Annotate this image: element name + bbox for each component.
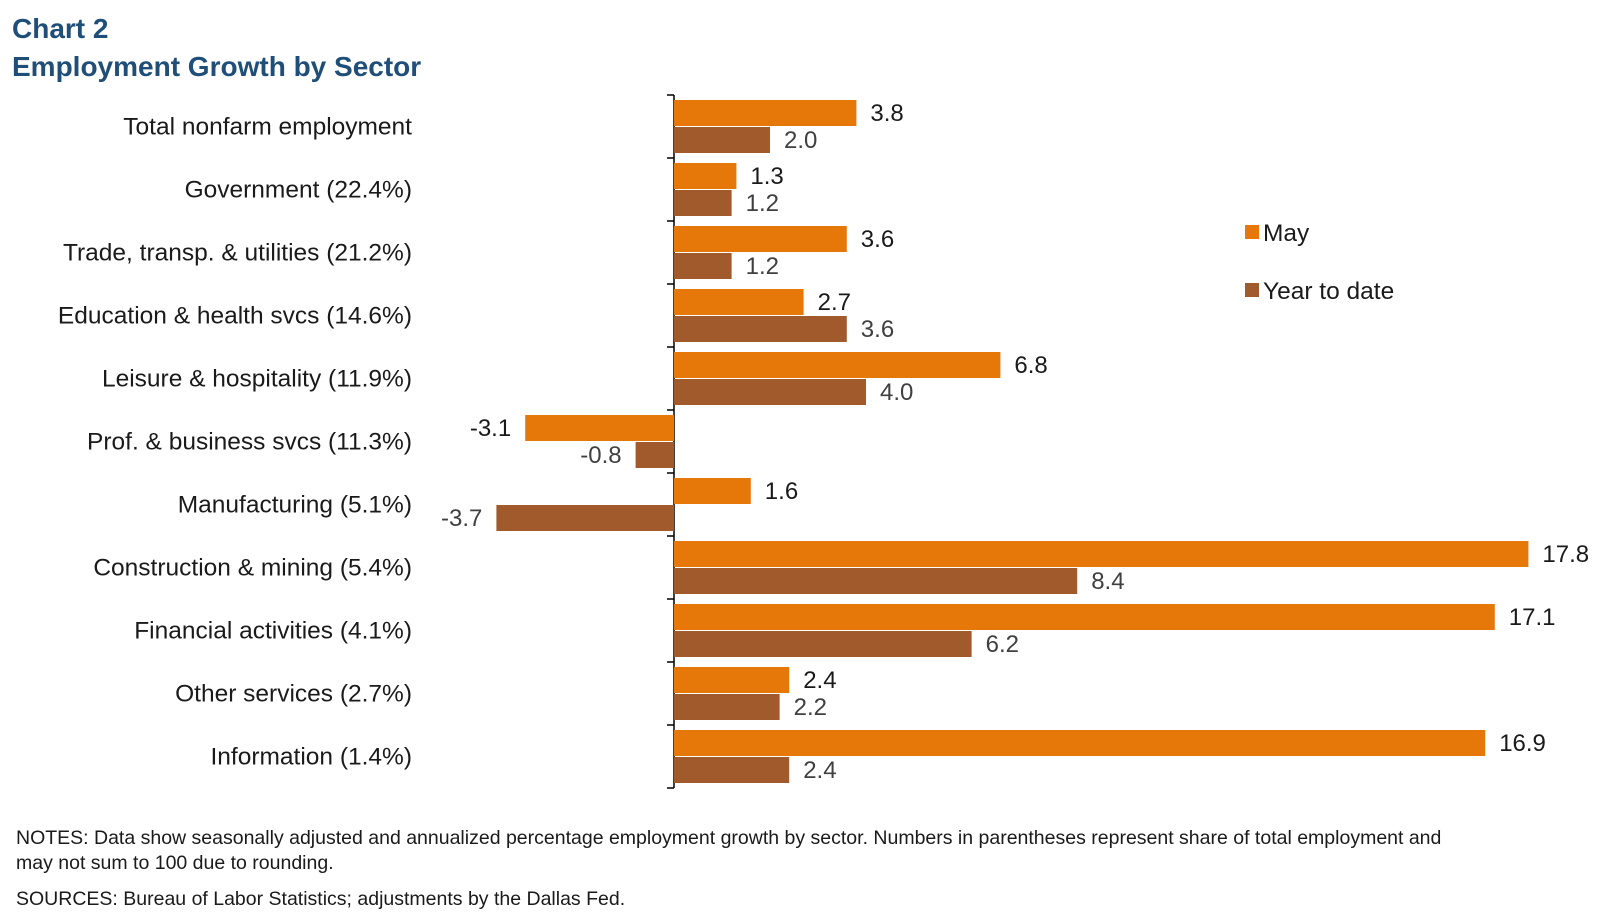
ytd-value-label: 6.2 [986,631,1019,658]
may-bar [674,604,1495,630]
ytd-value-label: 2.4 [803,757,836,784]
may-value-label: 17.1 [1509,604,1556,631]
category-label: Manufacturing (5.1%) [178,492,412,519]
ytd-bar [674,694,780,720]
chart-notes: NOTES: Data show seasonally adjusted and… [16,827,1442,874]
ytd-value-label: 8.4 [1091,568,1124,595]
category-label: Information (1.4%) [210,744,412,771]
may-value-label: 1.6 [765,478,798,505]
category-label: Other services (2.7%) [175,681,412,708]
ytd-bar [674,316,847,342]
ytd-value-label: -0.8 [580,442,621,469]
ytd-bar [674,127,770,153]
ytd-legend-label: Year to date [1263,278,1394,305]
may-value-label: 3.6 [861,226,894,253]
category-label: Leisure & hospitality (11.9%) [102,366,412,393]
ytd-bar [674,631,972,657]
category-label: Prof. & business svcs (11.3%) [87,429,412,456]
ytd-bar [496,505,674,531]
may-value-label: -3.1 [470,415,511,442]
may-bar [674,100,857,126]
may-bar [674,289,804,315]
may-bar [674,226,847,252]
ytd-value-label: 4.0 [880,379,913,406]
ytd-bar [635,442,674,468]
may-bar [674,163,737,189]
ytd-value-label: 2.2 [794,694,827,721]
may-legend-swatch [1245,225,1259,239]
may-value-label: 6.8 [1014,352,1047,379]
category-label: Construction & mining (5.4%) [93,555,412,582]
may-value-label: 1.3 [750,163,783,190]
ytd-value-label: 1.2 [746,253,779,280]
ytd-bar [674,757,790,783]
may-bar [674,730,1486,756]
chart-title: Chart 2 [12,13,109,44]
may-legend-label: May [1263,220,1310,247]
category-label: Education & health svcs (14.6%) [58,303,412,330]
may-value-label: 17.8 [1542,541,1589,568]
ytd-value-label: 3.6 [861,316,894,343]
may-value-label: 16.9 [1499,730,1546,757]
may-bar [674,478,751,504]
chart-subtitle: Employment Growth by Sector [12,51,422,82]
category-label: Financial activities (4.1%) [134,618,412,645]
category-label: Total nonfarm employment [123,114,412,141]
may-bar [525,415,674,441]
may-value-label: 2.4 [803,667,836,694]
ytd-legend-swatch [1245,283,1259,297]
category-label: Trade, transp. & utilities (21.2%) [63,240,412,267]
ytd-value-label: 2.0 [784,127,817,154]
chart-title-block: Chart 2 Employment Growth by Sector [12,10,421,86]
ytd-value-label: -3.7 [441,505,482,532]
chart-sources: SOURCES: Bureau of Labor Statistics; adj… [16,888,626,910]
may-bar [674,667,790,693]
ytd-bar [674,253,732,279]
may-bar [674,541,1529,567]
ytd-value-label: 1.2 [746,190,779,217]
may-value-label: 2.7 [818,289,851,316]
may-bar [674,352,1001,378]
ytd-bar [674,379,866,405]
ytd-bar [674,568,1078,594]
ytd-bar [674,190,732,216]
may-value-label: 3.8 [870,100,903,127]
category-label: Government (22.4%) [185,177,412,204]
